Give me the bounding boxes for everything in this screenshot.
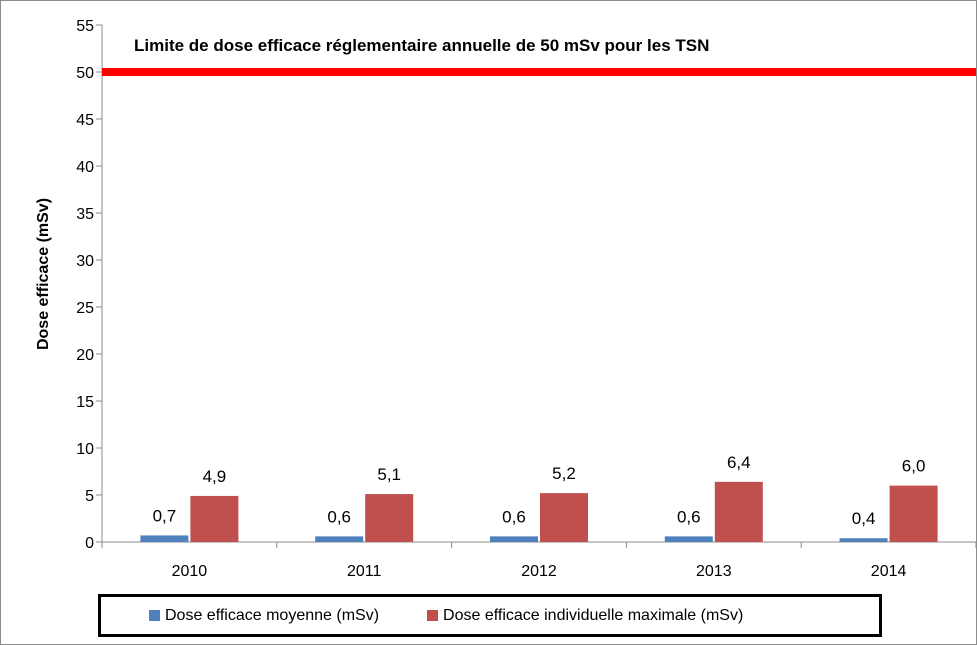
bar-s1-2011 bbox=[365, 494, 414, 542]
y-tick-label-4: 20 bbox=[76, 347, 94, 364]
y-tick-label-6: 30 bbox=[76, 253, 94, 270]
y-tick-label-8: 40 bbox=[76, 159, 94, 176]
reference-line-label: Limite de dose efficace réglementaire an… bbox=[134, 36, 709, 55]
y-axis: 0 5 10 15 20 25 30 35 40 45 50 55 bbox=[76, 18, 103, 552]
y-tick-label-1: 5 bbox=[85, 488, 94, 505]
bar-s1-2014 bbox=[889, 485, 938, 542]
y-tick-label-10: 50 bbox=[76, 65, 94, 82]
data-label-s1-2014: 6,0 bbox=[902, 457, 926, 476]
y-tick-label-11: 55 bbox=[76, 18, 94, 35]
bar-s0-2013 bbox=[664, 536, 713, 542]
y-tick-label-5: 25 bbox=[76, 300, 94, 317]
legend-item-mean: Dose efficace moyenne (mSv) bbox=[149, 607, 379, 625]
legend-item-max: Dose efficace individuelle maximale (mSv… bbox=[427, 607, 743, 625]
data-label-s1-2012: 5,2 bbox=[552, 464, 576, 483]
x-tick-label-2010: 2010 bbox=[172, 563, 208, 580]
data-label-s0-2012: 0,6 bbox=[502, 507, 526, 526]
y-tick-label-7: 35 bbox=[76, 206, 94, 223]
legend: Dose efficace moyenne (mSv) Dose efficac… bbox=[98, 594, 882, 637]
y-axis-label: Dose efficace (mSv) bbox=[35, 198, 52, 350]
bar-s0-2012 bbox=[490, 536, 538, 542]
data-label-s1-2010: 4,9 bbox=[203, 467, 227, 486]
x-tick-label-2013: 2013 bbox=[696, 563, 732, 580]
data-labels: 0,7 0,6 0,6 0,6 0,4 4,9 5,1 5,2 6,4 6,0 bbox=[153, 453, 926, 528]
y-tick-label-0: 0 bbox=[85, 535, 94, 552]
bars bbox=[140, 481, 938, 542]
bar-s0-2014 bbox=[839, 538, 888, 542]
y-tick-label-2: 10 bbox=[76, 441, 94, 458]
data-label-s0-2011: 0,6 bbox=[327, 507, 351, 526]
bar-s1-2013 bbox=[714, 481, 763, 542]
bar-s1-2012 bbox=[540, 493, 588, 542]
data-label-s0-2010: 0,7 bbox=[153, 506, 177, 525]
legend-label-mean: Dose efficace moyenne (mSv) bbox=[165, 606, 380, 624]
bar-s1-2010 bbox=[190, 495, 239, 542]
x-tick-label-2014: 2014 bbox=[871, 563, 907, 580]
y-tick-label-3: 15 bbox=[76, 394, 94, 411]
data-label-s1-2011: 5,1 bbox=[377, 465, 401, 484]
x-tick-label-2011: 2011 bbox=[347, 563, 382, 580]
x-tick-label-2012: 2012 bbox=[521, 563, 557, 580]
data-label-s1-2013: 6,4 bbox=[727, 453, 751, 472]
bar-s0-2011 bbox=[315, 536, 364, 542]
data-label-s0-2014: 0,4 bbox=[852, 509, 876, 528]
bar-s0-2010 bbox=[140, 535, 189, 542]
legend-swatch-max bbox=[427, 610, 439, 621]
reference-line-group: Limite de dose efficace réglementaire an… bbox=[102, 36, 976, 76]
legend-swatch-mean bbox=[149, 610, 160, 621]
x-axis: 2010 2011 2012 2013 2014 bbox=[101, 541, 976, 580]
data-label-s0-2013: 0,6 bbox=[677, 507, 701, 526]
y-tick-label-9: 45 bbox=[76, 112, 94, 129]
legend-label-max: Dose efficace individuelle maximale (mSv… bbox=[443, 606, 744, 624]
